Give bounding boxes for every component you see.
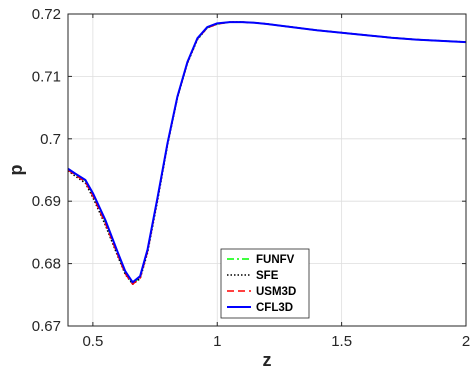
plot-frame — [67, 13, 467, 327]
y-tick-label: 0.67 — [32, 318, 61, 335]
axis-tick-labels: 0.5 1 1.5 2 0.67 0.68 0.69 0.7 0.71 0.72 — [32, 6, 470, 350]
y-tick-label: 0.7 — [40, 131, 61, 148]
legend-label-cfl3d: CFL3D — [256, 302, 293, 314]
y-tick-label: 0.69 — [32, 193, 61, 210]
x-axis-label: z — [263, 350, 272, 370]
x-tick-label: 2 — [462, 333, 470, 350]
series-layer — [68, 21, 466, 285]
y-tick-label: 0.71 — [32, 68, 61, 85]
y-axis-label: p — [6, 165, 26, 176]
series-line-cfl3d — [68, 21, 466, 284]
y-tick-label: 0.72 — [32, 6, 61, 23]
legend-label-funfv: FUNFV — [256, 254, 295, 266]
x-tick-label: 1 — [213, 333, 221, 350]
x-tick-label: 0.5 — [82, 333, 103, 350]
legend-label-sfe: SFE — [256, 270, 279, 282]
y-tick-label: 0.68 — [32, 256, 61, 273]
x-tick-label: 1.5 — [331, 333, 352, 350]
axis-ticks — [68, 13, 467, 327]
legend: FUNFV SFE USM3D CFL3D — [220, 248, 310, 319]
legend-label-usm3d: USM3D — [256, 286, 296, 298]
